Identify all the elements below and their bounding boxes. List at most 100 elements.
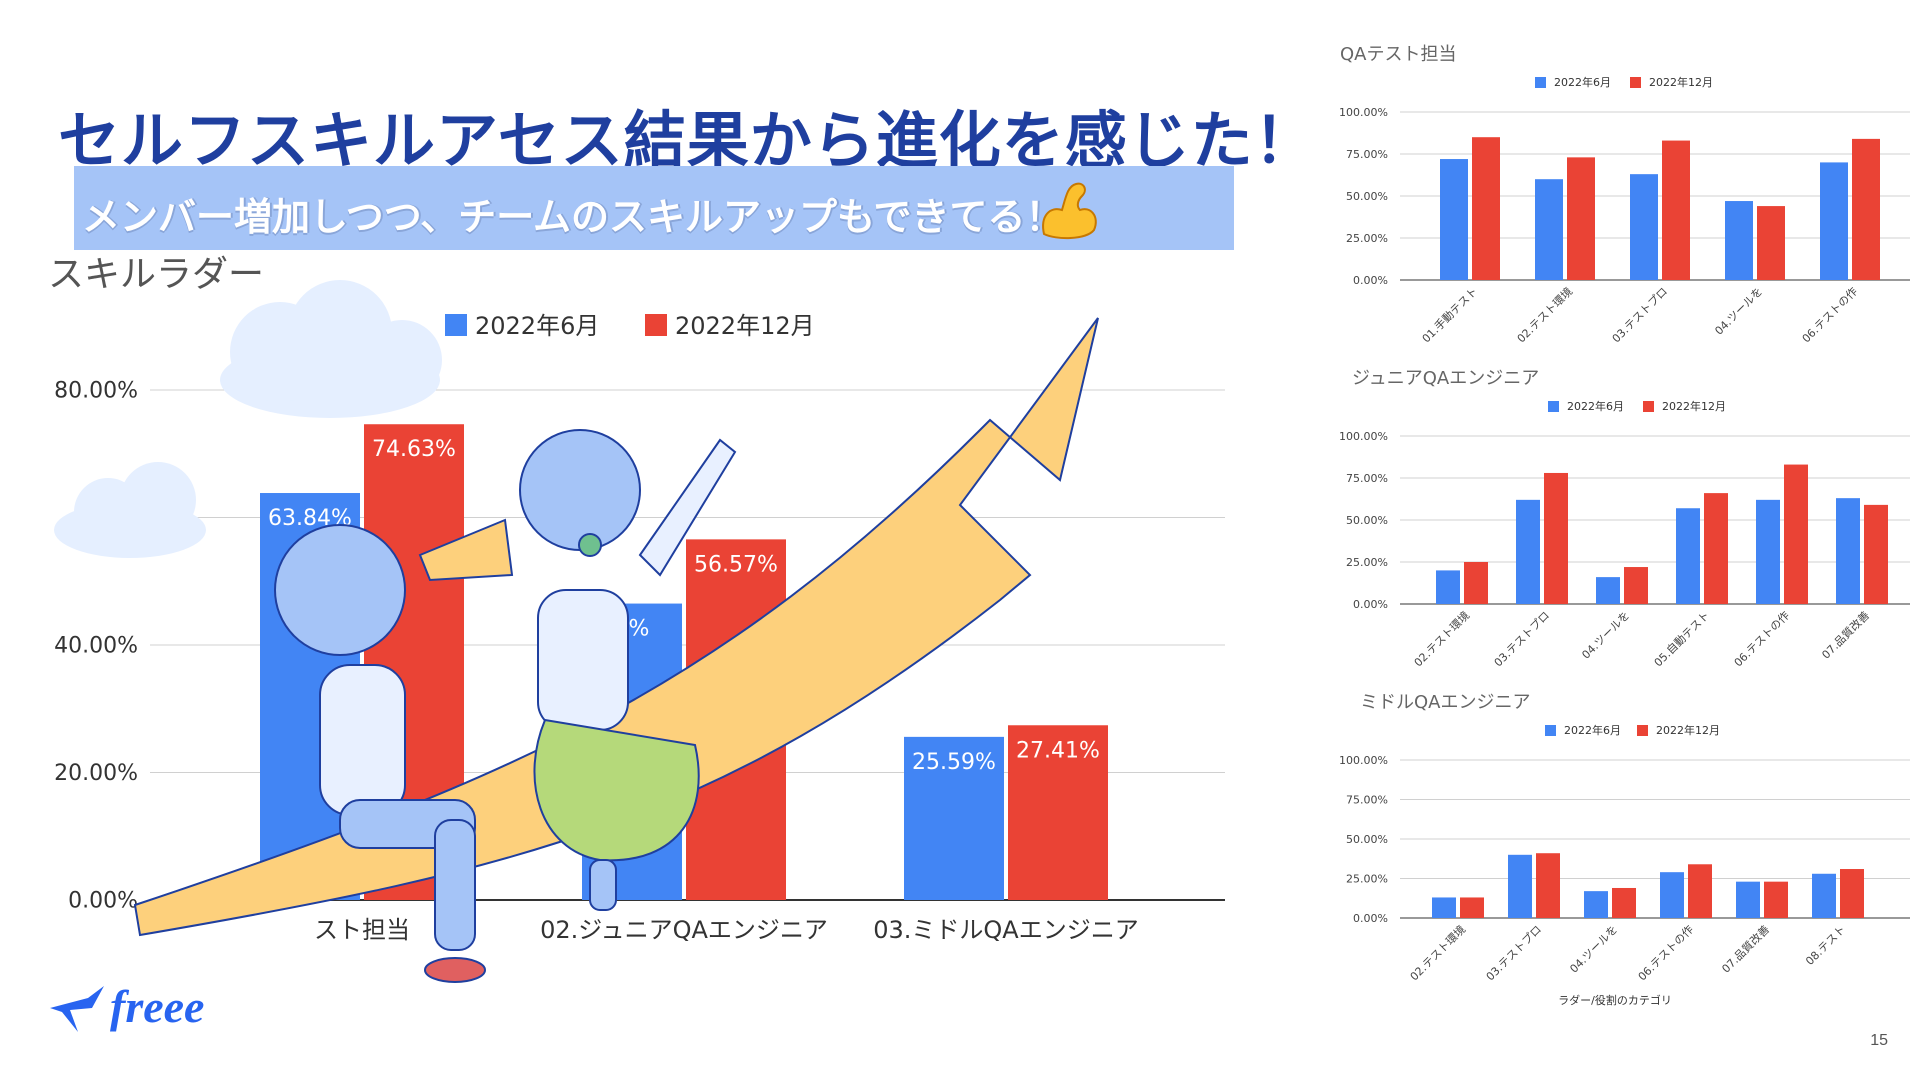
bar (1704, 493, 1728, 604)
legend-swatch (1545, 725, 1556, 736)
bar (1596, 577, 1620, 604)
data-label: 27.41% (1016, 738, 1100, 763)
slide-title: セルフスキルアセス結果から進化を感じた！ (58, 104, 1317, 177)
y-tick-label: 0.00% (1353, 912, 1388, 925)
bar (1676, 508, 1700, 604)
bar (1536, 853, 1560, 918)
bar (1784, 464, 1808, 604)
legend-label: 2022年6月 (1554, 75, 1611, 89)
bar (1757, 206, 1785, 280)
data-label: 56.57% (694, 552, 778, 577)
y-tick-label: 75.00% (1346, 793, 1388, 806)
bar (1836, 498, 1860, 604)
y-tick-label: 75.00% (1346, 472, 1388, 485)
y-tick-label: 0.00% (1353, 598, 1388, 611)
x-tick-label: 02.テスト環境 (1407, 922, 1468, 983)
bar (1464, 562, 1488, 604)
x-tick-label: 06.テストの作 (1636, 923, 1696, 983)
legend-label: 2022年12月 (1662, 399, 1726, 413)
legend-swatch (1535, 77, 1546, 88)
bar (1436, 570, 1460, 604)
y-tick-label: 50.00% (1346, 190, 1388, 203)
bar (1440, 159, 1468, 280)
bar (1584, 891, 1608, 918)
cloud-left (54, 462, 206, 558)
bar (1516, 499, 1540, 604)
y-tick-label: 20.00% (54, 761, 138, 786)
chart-title: ジュニアQAエンジニア (1352, 368, 1539, 389)
bar (1688, 864, 1712, 918)
bar (1660, 872, 1684, 918)
x-tick-label: 08.テスト (1803, 923, 1848, 968)
y-tick-label: 80.00% (54, 379, 138, 404)
x-tick-label: 03.テストプロ (1484, 923, 1544, 983)
subtitle-band (74, 166, 1234, 250)
person-pointing (519, 429, 737, 911)
page-number: 15 (1870, 1032, 1888, 1049)
bar (1852, 138, 1880, 280)
bar (1460, 897, 1484, 918)
legend-label: 2022年12月 (675, 312, 815, 340)
chart-title: ミドルQAエンジニア (1360, 692, 1530, 713)
bar (1756, 499, 1780, 604)
y-tick-label: 75.00% (1346, 148, 1388, 161)
bar (1008, 725, 1108, 900)
bar (1820, 162, 1848, 280)
bar (1840, 869, 1864, 918)
bar (1567, 157, 1595, 280)
freee-bird-logo-icon (50, 986, 104, 1032)
legend-label: 2022年6月 (475, 312, 599, 340)
bar (1432, 897, 1456, 918)
chart-title: QAテスト担当 (1340, 44, 1456, 65)
legend-label: 2022年12月 (1649, 75, 1713, 89)
cloud-top (220, 280, 442, 418)
x-tick-label: 02.ジュニアQAエンジニア (540, 916, 828, 944)
y-tick-label: 100.00% (1339, 430, 1388, 443)
y-tick-label: 50.00% (1346, 514, 1388, 527)
y-tick-label: 0.00% (1353, 274, 1388, 287)
x-tick-label: 03.ミドルQAエンジニア (873, 916, 1138, 944)
bar (1612, 887, 1636, 918)
legend-label: 2022年12月 (1656, 723, 1720, 737)
x-tick-label: スト担当 (314, 916, 410, 944)
legend-swatch (445, 314, 467, 336)
legend-swatch (645, 314, 667, 336)
y-tick-label: 25.00% (1346, 556, 1388, 569)
y-tick-label: 40.00% (54, 634, 138, 659)
legend-swatch (1630, 77, 1641, 88)
data-label: 25.59% (912, 750, 996, 775)
y-tick-label: 25.00% (1346, 232, 1388, 245)
legend-swatch (1637, 725, 1648, 736)
bar (1624, 567, 1648, 604)
bar (1508, 854, 1532, 918)
bar (1864, 504, 1888, 604)
bar (1630, 174, 1658, 280)
data-label: 74.63% (372, 437, 456, 462)
flexed-biceps-icon (1042, 182, 1097, 240)
x-axis-label: ラダー/役割のカテゴリ (1558, 993, 1672, 1007)
legend-swatch (1548, 401, 1559, 412)
bar (1725, 201, 1753, 280)
legend-label: 2022年6月 (1567, 399, 1624, 413)
bar (904, 736, 1004, 900)
bar (1736, 881, 1760, 918)
freee-logo-text: freee (110, 981, 205, 1032)
bar (1812, 873, 1836, 918)
y-tick-label: 50.00% (1346, 833, 1388, 846)
legend-swatch (1643, 401, 1654, 412)
slide-subtitle: メンバー増加しつつ、チームのスキルアップもできてる！ (82, 195, 1064, 239)
bar (1472, 137, 1500, 280)
chart-title: スキルラダー (48, 254, 264, 295)
legend-label: 2022年6月 (1564, 723, 1621, 737)
bar (1544, 472, 1568, 604)
bar (1662, 140, 1690, 280)
y-tick-label: 0.00% (68, 889, 138, 914)
y-tick-label: 100.00% (1339, 754, 1388, 767)
bar (1764, 881, 1788, 918)
y-tick-label: 25.00% (1346, 872, 1388, 885)
x-tick-label: 07.品質改善 (1719, 922, 1772, 975)
